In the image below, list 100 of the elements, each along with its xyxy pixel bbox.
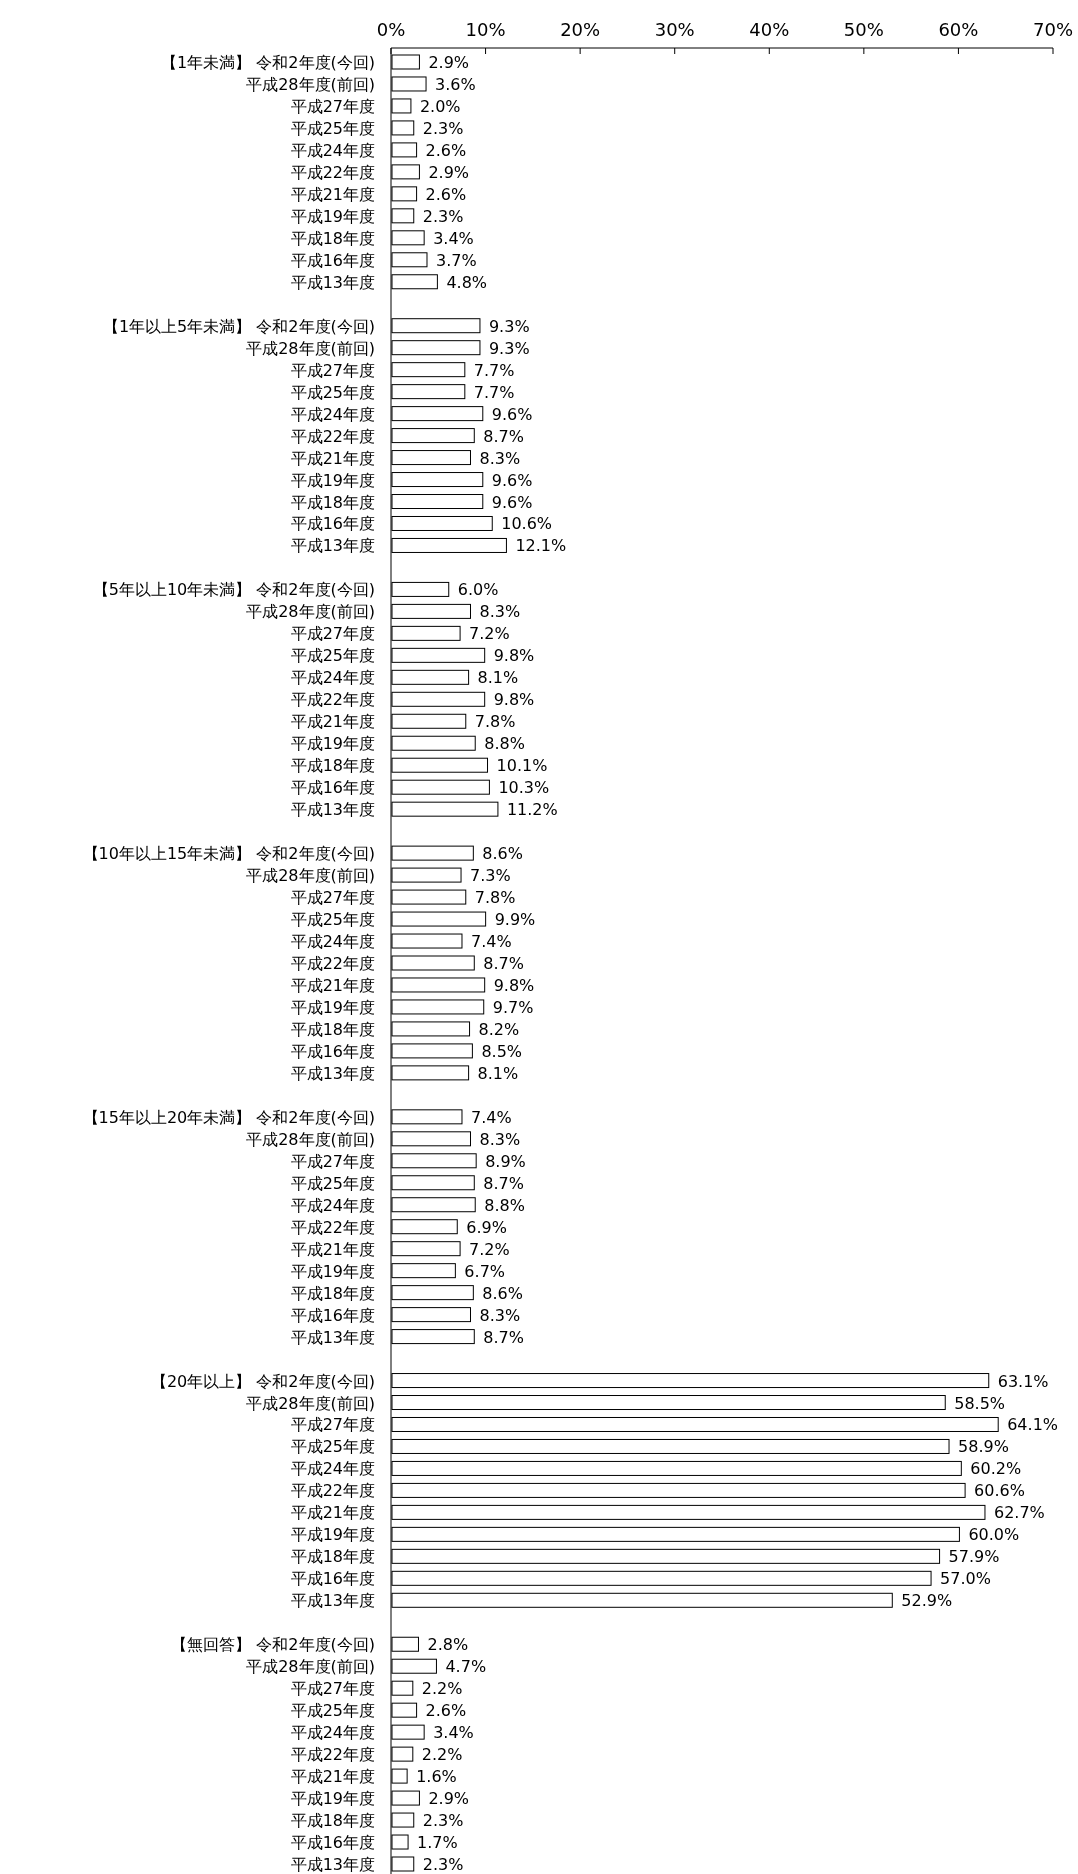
y-tick-label: 平成28年度(前回) bbox=[246, 1393, 375, 1413]
y-tick-label: 平成18年度 bbox=[290, 1547, 375, 1567]
data-label: 9.3% bbox=[488, 338, 530, 358]
y-tick-label: 平成21年度 bbox=[290, 1239, 375, 1259]
data-label: 62.7% bbox=[993, 1503, 1045, 1523]
data-label: 8.8% bbox=[484, 1195, 525, 1215]
data-label: 7.7% bbox=[473, 382, 515, 402]
y-tick-label: 平成28年度(前回) bbox=[246, 866, 375, 886]
y-tick-label: 平成16年度 bbox=[290, 1041, 375, 1061]
y-tick-label: 平成13年度 bbox=[290, 272, 375, 292]
data-label: 9.6% bbox=[491, 470, 533, 490]
data-label: 8.3% bbox=[479, 1129, 521, 1149]
data-label: 8.1% bbox=[477, 668, 519, 688]
data-label: 8.6% bbox=[482, 1283, 523, 1303]
y-tick-label: 平成16年度 bbox=[290, 1305, 375, 1325]
y-tick-label: 平成25年度 bbox=[290, 1173, 375, 1193]
y-tick-label: 平成24年度 bbox=[290, 1723, 375, 1743]
data-label: 10.1% bbox=[496, 756, 548, 776]
y-tick-label: 平成21年度 bbox=[290, 1767, 375, 1787]
data-label: 2.9% bbox=[428, 1789, 470, 1809]
data-label: 1.7% bbox=[417, 1833, 458, 1853]
data-label: 7.4% bbox=[470, 1107, 512, 1127]
data-label: 3.6% bbox=[435, 74, 476, 94]
y-tick-label: 平成24年度 bbox=[290, 140, 375, 160]
data-label: 60.6% bbox=[974, 1481, 1025, 1501]
data-label: 6.7% bbox=[464, 1261, 506, 1281]
y-tick-label: 平成27年度 bbox=[290, 96, 375, 116]
y-tick-label: 平成27年度 bbox=[290, 1415, 375, 1435]
data-label: 60.0% bbox=[968, 1525, 1020, 1545]
y-tick-label: 平成21年度 bbox=[290, 712, 375, 732]
y-tick-label: 平成27年度 bbox=[290, 1679, 375, 1699]
y-tick-label: 平成27年度 bbox=[290, 624, 375, 644]
data-label: 7.7% bbox=[473, 360, 515, 380]
data-label: 57.0% bbox=[940, 1569, 991, 1589]
data-label: 2.3% bbox=[422, 118, 464, 138]
data-label: 8.7% bbox=[483, 954, 524, 973]
data-label: 9.7% bbox=[492, 997, 534, 1017]
y-tick-label: 平成22年度 bbox=[290, 1481, 375, 1501]
y-tick-label: 平成28年度(前回) bbox=[246, 1129, 375, 1149]
x-tick-label: 10% bbox=[465, 19, 506, 40]
y-tick-label: 平成25年度 bbox=[290, 1437, 375, 1457]
data-label: 2.6% bbox=[425, 184, 467, 204]
data-label: 8.8% bbox=[484, 734, 525, 754]
data-label: 8.3% bbox=[479, 448, 521, 468]
data-label: 58.9% bbox=[958, 1437, 1009, 1457]
data-label: 8.6% bbox=[482, 844, 523, 864]
y-tick-label: 平成27年度 bbox=[290, 360, 375, 380]
data-label: 9.3% bbox=[488, 316, 530, 336]
y-tick-label: 平成28年度(前回) bbox=[246, 602, 375, 622]
y-tick-label: 平成25年度 bbox=[290, 118, 375, 138]
x-tick-label: 30% bbox=[654, 19, 695, 40]
y-tick-label: 平成22年度 bbox=[290, 1217, 375, 1237]
y-tick-label: 平成24年度 bbox=[290, 1195, 375, 1215]
y-tick-label: 平成19年度 bbox=[290, 206, 375, 226]
data-label: 60.2% bbox=[970, 1459, 1022, 1479]
y-tick-label: 平成25年度 bbox=[290, 382, 375, 402]
data-label: 7.4% bbox=[470, 932, 512, 952]
y-tick-label: 平成19年度 bbox=[290, 470, 375, 490]
y-tick-label: 平成13年度 bbox=[290, 1855, 375, 1874]
y-tick-label: 【1年未満】 令和2年度(今回) bbox=[161, 53, 375, 72]
y-tick-label: 平成19年度 bbox=[290, 1525, 375, 1545]
y-tick-label: 平成21年度 bbox=[290, 184, 375, 204]
data-label: 2.3% bbox=[422, 1811, 464, 1831]
y-tick-label: 平成19年度 bbox=[290, 997, 375, 1017]
data-label: 9.8% bbox=[493, 646, 535, 666]
x-tick-label: 60% bbox=[938, 19, 979, 40]
data-label: 12.1% bbox=[515, 536, 567, 556]
data-label: 3.7% bbox=[435, 250, 477, 270]
x-tick-label: 0% bbox=[376, 19, 406, 40]
y-tick-label: 平成24年度 bbox=[290, 404, 375, 424]
data-label: 2.6% bbox=[425, 140, 467, 160]
y-tick-label: 平成27年度 bbox=[290, 1151, 375, 1171]
y-tick-label: 平成24年度 bbox=[290, 668, 375, 688]
data-label: 8.5% bbox=[481, 1041, 523, 1061]
data-label: 9.8% bbox=[493, 975, 535, 995]
data-label: 7.3% bbox=[470, 866, 511, 886]
data-label: 7.8% bbox=[474, 888, 516, 908]
x-tick-label: 70% bbox=[1032, 19, 1074, 40]
data-label: 4.7% bbox=[445, 1657, 487, 1677]
data-label: 9.8% bbox=[493, 690, 535, 710]
y-tick-label: 平成24年度 bbox=[290, 1459, 375, 1479]
data-label: 10.3% bbox=[498, 778, 550, 798]
y-tick-label: 平成19年度 bbox=[290, 1789, 375, 1809]
y-tick-label: 平成18年度 bbox=[290, 1019, 375, 1039]
y-tick-label: 平成18年度 bbox=[290, 1811, 375, 1831]
y-tick-label: 平成16年度 bbox=[290, 778, 375, 798]
data-label: 8.7% bbox=[483, 1173, 524, 1193]
y-tick-label: 平成21年度 bbox=[290, 975, 375, 995]
data-label: 7.8% bbox=[474, 712, 516, 732]
y-tick-label: 平成13年度 bbox=[290, 800, 375, 820]
data-label: 2.3% bbox=[422, 1855, 464, 1874]
y-tick-label: 平成21年度 bbox=[290, 1503, 375, 1523]
data-label: 2.3% bbox=[422, 206, 464, 226]
y-tick-label: 平成22年度 bbox=[290, 690, 375, 710]
data-label: 3.4% bbox=[433, 228, 474, 248]
y-tick-label: 平成18年度 bbox=[290, 1283, 375, 1303]
y-tick-label: 平成22年度 bbox=[290, 162, 375, 182]
data-label: 63.1% bbox=[997, 1371, 1049, 1391]
data-label: 58.5% bbox=[954, 1393, 1006, 1413]
data-label: 4.8% bbox=[446, 272, 488, 292]
